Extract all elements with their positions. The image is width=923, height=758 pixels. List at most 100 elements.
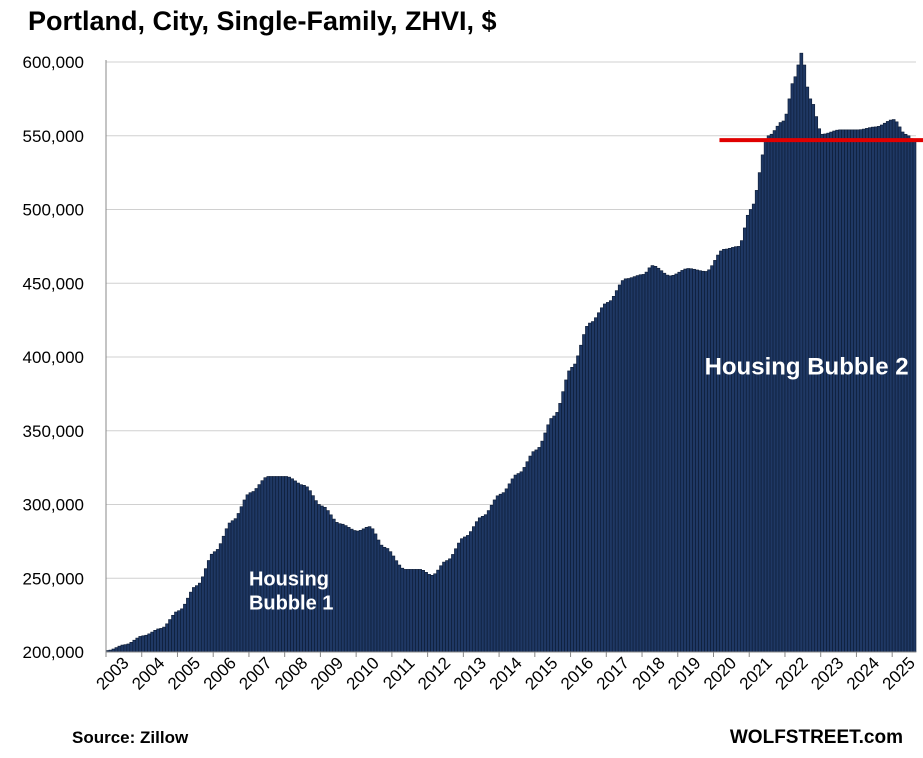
- bar: [281, 476, 285, 653]
- bar: [650, 265, 655, 653]
- bar: [561, 391, 565, 653]
- bar: [382, 546, 387, 653]
- bar: [704, 271, 708, 653]
- bar: [725, 248, 729, 653]
- bar: [897, 126, 902, 653]
- bar: [552, 415, 556, 653]
- bar: [147, 633, 151, 653]
- bar: [534, 449, 539, 653]
- bar: [522, 467, 527, 653]
- bar: [847, 129, 851, 653]
- x-tick-label: 2010: [343, 653, 383, 693]
- bar: [275, 476, 280, 653]
- x-tick-label: 2017: [593, 653, 633, 693]
- bar: [203, 568, 208, 653]
- bar: [632, 276, 637, 653]
- bar: [394, 560, 399, 653]
- bar: [489, 504, 494, 653]
- bar: [129, 642, 134, 653]
- bar: [174, 611, 178, 653]
- x-tick-label: 2020: [700, 653, 740, 693]
- bar: [239, 506, 244, 653]
- bar: [156, 628, 160, 653]
- bar: [200, 576, 205, 653]
- bar: [355, 530, 360, 653]
- bar: [853, 129, 857, 653]
- bar: [138, 636, 143, 653]
- bar: [421, 570, 425, 653]
- bar: [912, 139, 917, 653]
- bar: [498, 493, 503, 653]
- bar: [617, 284, 622, 653]
- bar: [442, 561, 446, 653]
- x-tick-label: 2007: [235, 653, 275, 693]
- bar: [293, 480, 297, 653]
- bar: [117, 645, 122, 653]
- bar: [766, 135, 771, 653]
- bar: [814, 116, 819, 653]
- bar: [480, 515, 485, 653]
- x-tick-label: 2011: [379, 653, 418, 692]
- bar: [603, 303, 607, 653]
- y-tick-label: 500,000: [23, 201, 84, 220]
- bar: [668, 275, 673, 653]
- bar: [388, 551, 393, 653]
- bar: [647, 267, 652, 653]
- bar: [698, 270, 702, 653]
- annotation-text: Housing: [249, 569, 329, 591]
- y-tick-label: 250,000: [23, 569, 84, 588]
- bar: [114, 647, 119, 653]
- bar: [871, 126, 875, 653]
- bar: [477, 517, 482, 653]
- bar: [177, 610, 181, 653]
- bar: [486, 510, 491, 653]
- bar: [141, 635, 146, 653]
- bar: [466, 535, 470, 653]
- bar: [266, 476, 271, 653]
- bar: [335, 522, 339, 653]
- bar: [737, 246, 741, 653]
- bar: [778, 122, 783, 653]
- bar: [171, 614, 175, 653]
- bar: [474, 521, 479, 653]
- bar: [838, 129, 842, 653]
- bar: [531, 451, 536, 653]
- bar: [665, 274, 670, 653]
- bar: [230, 520, 235, 653]
- bar: [644, 271, 649, 653]
- bar: [290, 478, 294, 653]
- bar: [385, 548, 390, 653]
- bar: [427, 574, 431, 653]
- bar: [597, 312, 601, 653]
- bar: [826, 132, 830, 653]
- x-tick-label: 2016: [557, 653, 597, 693]
- bar: [224, 528, 229, 653]
- bar: [740, 240, 744, 653]
- bar: [823, 133, 827, 653]
- x-tick-label: 2005: [164, 653, 204, 693]
- y-tick-label: 550,000: [23, 127, 84, 146]
- bar: [701, 270, 705, 653]
- bar: [221, 535, 226, 653]
- bar: [757, 172, 762, 653]
- x-tick-label: 2013: [450, 653, 490, 693]
- bar: [123, 644, 128, 653]
- bar: [594, 317, 598, 653]
- source-label: Source: Zillow: [72, 728, 189, 747]
- x-tick-label: 2021: [736, 653, 776, 693]
- bar: [439, 565, 443, 653]
- bar: [754, 190, 759, 653]
- bar: [641, 274, 646, 653]
- bar: [525, 461, 530, 653]
- bar: [513, 474, 518, 653]
- bar: [876, 126, 881, 653]
- bar: [605, 302, 610, 653]
- bar: [448, 558, 452, 653]
- bar: [349, 528, 354, 653]
- bar: [900, 131, 905, 653]
- x-tick-label: 2018: [629, 653, 669, 693]
- bar: [212, 551, 217, 653]
- bar: [856, 129, 860, 653]
- bar: [564, 379, 568, 653]
- bar: [150, 631, 154, 653]
